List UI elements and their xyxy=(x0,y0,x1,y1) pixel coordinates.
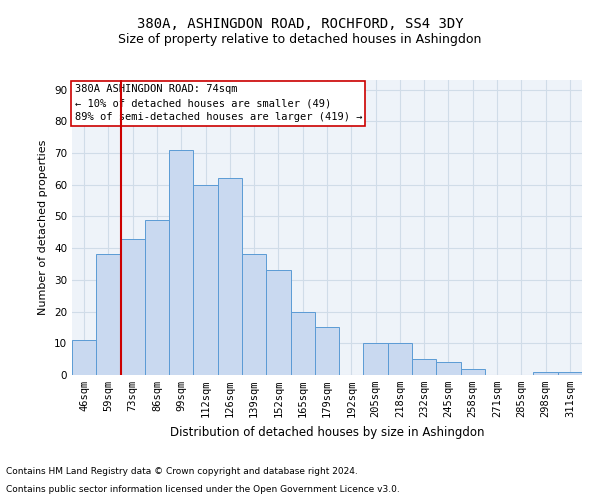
Bar xyxy=(364,344,388,375)
Bar xyxy=(266,270,290,375)
Text: Size of property relative to detached houses in Ashingdon: Size of property relative to detached ho… xyxy=(118,32,482,46)
Text: 380A, ASHINGDON ROAD, ROCHFORD, SS4 3DY: 380A, ASHINGDON ROAD, ROCHFORD, SS4 3DY xyxy=(137,18,463,32)
Y-axis label: Number of detached properties: Number of detached properties xyxy=(38,140,49,315)
Bar xyxy=(72,340,96,375)
Bar xyxy=(193,184,218,375)
Bar xyxy=(290,312,315,375)
Bar xyxy=(412,359,436,375)
Bar xyxy=(121,238,145,375)
Bar xyxy=(461,368,485,375)
Text: Contains HM Land Registry data © Crown copyright and database right 2024.: Contains HM Land Registry data © Crown c… xyxy=(6,467,358,476)
Bar xyxy=(218,178,242,375)
Bar xyxy=(96,254,121,375)
Bar xyxy=(388,344,412,375)
Text: 380A ASHINGDON ROAD: 74sqm
← 10% of detached houses are smaller (49)
89% of semi: 380A ASHINGDON ROAD: 74sqm ← 10% of deta… xyxy=(74,84,362,122)
Bar xyxy=(242,254,266,375)
Text: Contains public sector information licensed under the Open Government Licence v3: Contains public sector information licen… xyxy=(6,485,400,494)
Bar xyxy=(533,372,558,375)
Bar xyxy=(436,362,461,375)
Bar xyxy=(315,328,339,375)
Bar xyxy=(558,372,582,375)
X-axis label: Distribution of detached houses by size in Ashingdon: Distribution of detached houses by size … xyxy=(170,426,484,438)
Bar xyxy=(145,220,169,375)
Bar xyxy=(169,150,193,375)
